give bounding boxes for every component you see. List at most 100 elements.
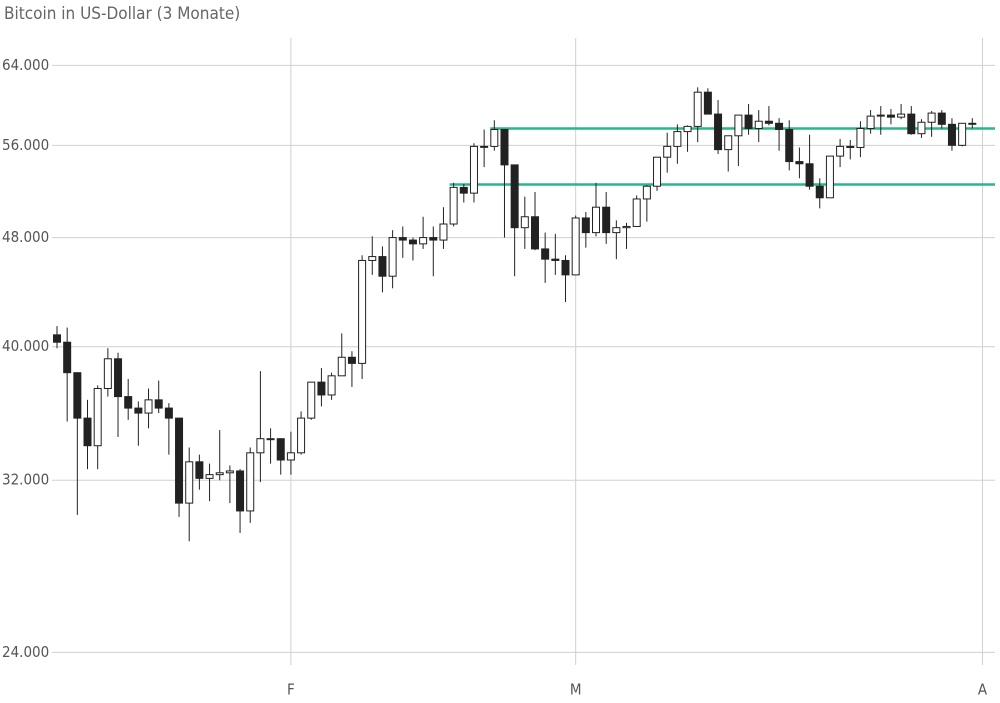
candle-body — [703, 91, 712, 115]
candle-body — [510, 164, 519, 229]
candle-body — [724, 135, 733, 151]
candle-body — [114, 358, 123, 398]
chart-title: Bitcoin in US-Dollar (3 Monate) — [4, 4, 240, 24]
candle-body — [571, 217, 580, 276]
candle-body — [520, 216, 529, 229]
candle-body — [73, 372, 82, 419]
candle-body — [175, 417, 184, 504]
candle-body — [714, 113, 723, 151]
candle-body — [317, 381, 326, 396]
candle-body — [876, 114, 885, 117]
y-tick-label: 40.000 — [2, 337, 49, 355]
candle-body — [856, 127, 865, 148]
candle-body — [673, 131, 682, 147]
candle-body — [785, 129, 794, 163]
candle-body — [581, 217, 590, 234]
candle-body — [805, 163, 814, 187]
y-tick-label: 48.000 — [2, 228, 49, 246]
candle-body — [947, 123, 956, 146]
candle-body — [683, 125, 692, 133]
candle-body — [632, 198, 641, 227]
candle-body — [530, 216, 539, 250]
candle-body — [744, 114, 753, 129]
candle-body — [897, 113, 906, 118]
candle-body — [103, 358, 112, 390]
candle-body — [83, 417, 92, 447]
candle-body — [185, 461, 194, 504]
candle-body — [561, 259, 570, 276]
candle-body — [469, 145, 478, 194]
candle-body — [368, 256, 377, 261]
candle-body — [388, 237, 397, 277]
candle-body — [754, 120, 763, 129]
candle-body — [246, 452, 255, 512]
candle-body — [968, 122, 977, 125]
candle-body — [398, 237, 407, 241]
candle-body — [439, 223, 448, 241]
candle-body — [490, 129, 499, 147]
x-tick-label: F — [287, 681, 295, 699]
candle-body — [93, 388, 102, 447]
candle-body — [205, 474, 214, 479]
candle-body — [236, 470, 245, 512]
candle-body — [63, 341, 72, 374]
candle-body — [825, 155, 834, 199]
candle-body — [256, 438, 265, 454]
candle-body — [886, 114, 895, 118]
candle-body — [622, 225, 631, 229]
candle-body — [764, 120, 773, 124]
candle-body — [378, 256, 387, 277]
candle-body — [307, 381, 316, 419]
candle-body — [846, 145, 855, 148]
candle-body — [917, 121, 926, 135]
candle-body — [836, 145, 845, 157]
candle-body — [215, 472, 224, 476]
candle-body — [734, 114, 743, 137]
candle-body — [653, 156, 662, 187]
candle-body — [276, 438, 285, 461]
candle-body — [958, 122, 967, 146]
candle-body — [53, 334, 61, 343]
candle-body — [154, 399, 163, 409]
candle-body — [297, 417, 306, 454]
candle-body — [907, 113, 916, 135]
candle-body — [592, 206, 601, 234]
candle-body — [337, 356, 346, 377]
candle-body — [693, 91, 702, 127]
x-tick-label: M — [570, 681, 582, 699]
candle-body — [347, 356, 356, 364]
candle-body — [266, 438, 275, 441]
candle-body — [541, 248, 550, 260]
y-tick-label: 24.000 — [2, 643, 49, 661]
candle-body — [642, 185, 651, 200]
y-tick-label: 64.000 — [2, 56, 49, 74]
y-tick-label: 32.000 — [2, 471, 49, 489]
candle-body — [866, 115, 875, 129]
x-tick-label: A — [978, 681, 988, 699]
candle-body — [124, 396, 133, 409]
candle-body — [134, 407, 143, 414]
candle-body — [429, 237, 438, 241]
candle-body — [775, 122, 784, 131]
candle-body — [500, 129, 509, 166]
candle-body — [663, 145, 672, 158]
candle-body — [419, 237, 428, 245]
candle-body — [164, 407, 173, 419]
candle-body — [927, 112, 936, 123]
candle-body — [612, 227, 621, 234]
candle-body — [449, 186, 458, 225]
candle-body — [195, 461, 204, 479]
candle-body — [815, 185, 824, 199]
candle-body — [459, 186, 468, 194]
candle-body — [358, 259, 367, 364]
candle-body — [286, 452, 295, 461]
candle-body — [327, 375, 336, 396]
candle-body — [937, 112, 946, 125]
y-tick-label: 56.000 — [2, 136, 49, 154]
candle-body — [144, 399, 153, 414]
candle-body — [408, 239, 417, 245]
candle-body — [551, 258, 560, 261]
candle-body — [225, 470, 234, 474]
candle-body — [480, 145, 489, 148]
